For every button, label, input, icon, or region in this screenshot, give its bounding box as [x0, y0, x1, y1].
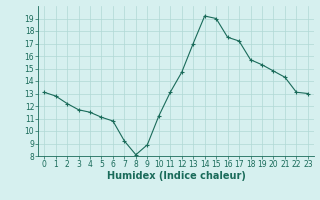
X-axis label: Humidex (Indice chaleur): Humidex (Indice chaleur) [107, 171, 245, 181]
